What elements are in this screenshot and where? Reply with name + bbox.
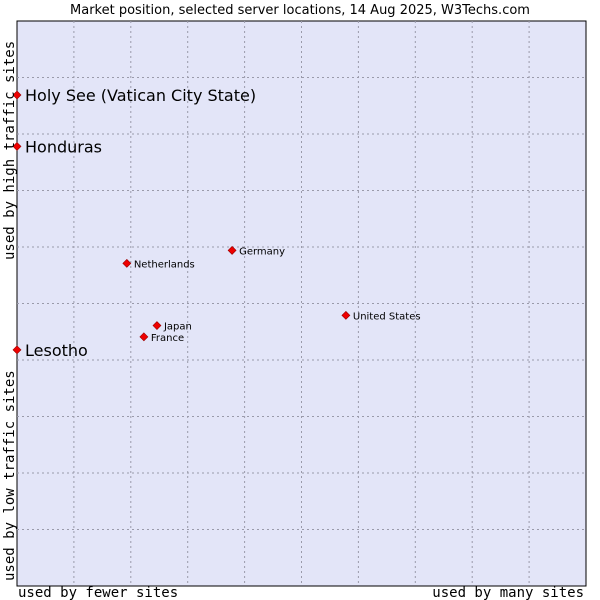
- point-label: Honduras: [25, 137, 102, 156]
- data-point: Japan: [152, 321, 192, 333]
- grid-lines: [17, 21, 586, 586]
- data-points: Holy See (Vatican City State) Honduras Ger…: [12, 86, 421, 360]
- y-axis-label-top: used by high traffic sites: [2, 41, 18, 260]
- data-point: Lesotho: [12, 341, 88, 360]
- data-point: Honduras: [12, 137, 102, 156]
- point-marker: [152, 321, 162, 330]
- y-axis-label-bottom: used by low traffic sites: [2, 370, 18, 581]
- point-label: France: [151, 333, 184, 344]
- point-marker: [227, 245, 237, 255]
- point-label: Lesotho: [25, 341, 88, 360]
- x-axis-label-left: used by fewer sites: [18, 585, 178, 600]
- chart-title: Market position, selected server locatio…: [70, 3, 530, 18]
- point-label: Netherlands: [134, 259, 195, 270]
- point-label: United States: [353, 311, 421, 322]
- point-marker: [12, 142, 22, 151]
- point-marker: [122, 258, 132, 268]
- data-point: France: [139, 332, 184, 344]
- point-marker: [12, 345, 22, 355]
- data-point: United States: [341, 310, 421, 322]
- data-point: Germany: [227, 245, 285, 257]
- point-label: Japan: [163, 322, 192, 333]
- data-point: Holy See (Vatican City State): [12, 86, 256, 105]
- point-label: Germany: [239, 246, 285, 257]
- data-point: Netherlands: [122, 258, 195, 270]
- point-label: Holy See (Vatican City State): [25, 86, 256, 105]
- point-marker: [139, 332, 149, 342]
- point-marker: [12, 90, 22, 100]
- x-axis-label-right: used by many sites: [432, 585, 584, 600]
- point-marker: [341, 310, 351, 320]
